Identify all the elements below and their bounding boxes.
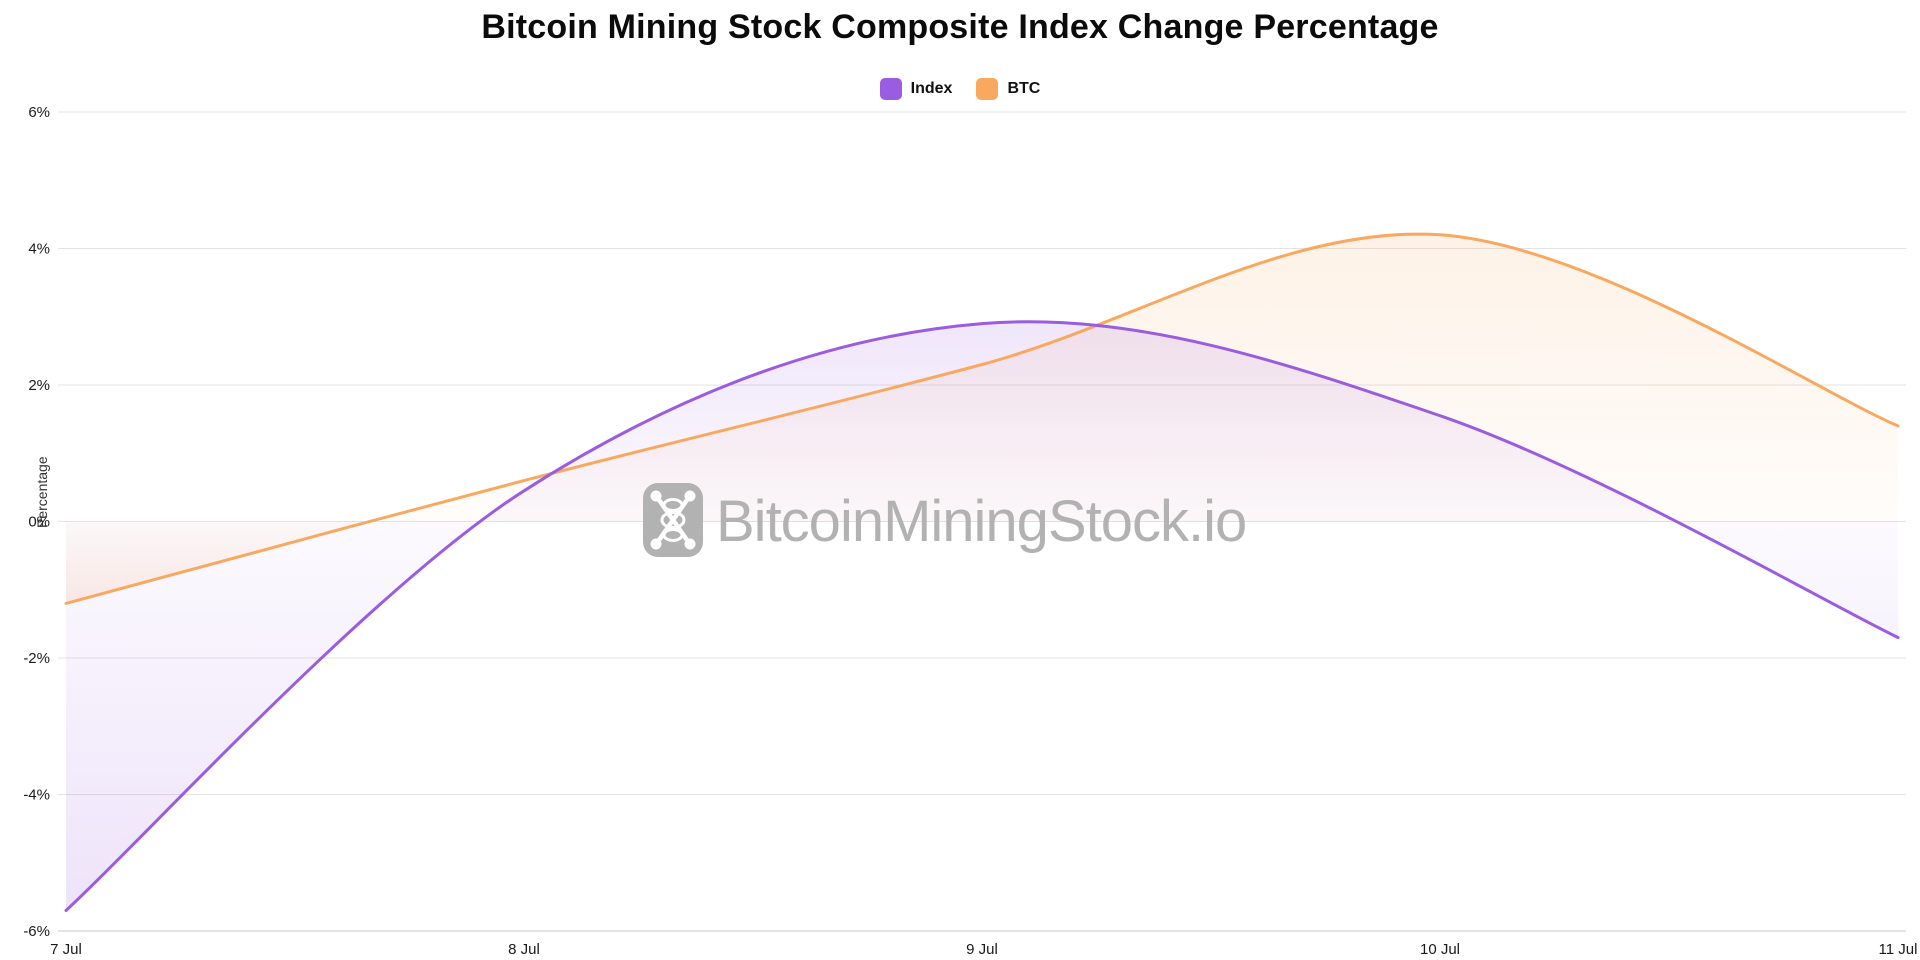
svg-text:9 Jul: 9 Jul (966, 941, 998, 958)
series-area-fills (66, 234, 1898, 911)
series-lines (64, 232, 1900, 912)
svg-text:8 Jul: 8 Jul (508, 941, 540, 958)
chart-legend: Index BTC (0, 78, 1920, 100)
legend-item-btc[interactable]: BTC (976, 78, 1040, 100)
btc-series-swatch-icon (976, 78, 999, 100)
svg-text:2%: 2% (28, 377, 50, 394)
legend-label-btc: BTC (1007, 80, 1041, 97)
watermark: BitcoinMiningStock.io (643, 483, 1247, 557)
svg-text:6%: 6% (28, 104, 50, 121)
svg-text:4%: 4% (28, 241, 50, 258)
legend-label-index: Index (910, 80, 953, 97)
index-line[interactable] (64, 320, 1900, 912)
svg-text:7 Jul: 7 Jul (50, 941, 82, 958)
svg-text:11 Jul: 11 Jul (1879, 941, 1918, 958)
bitcoinminingstock-logo-icon (643, 483, 703, 557)
index-series-swatch-icon (879, 78, 902, 100)
watermark-text: BitcoinMiningStock.io (716, 489, 1246, 554)
svg-text:-4%: -4% (23, 787, 50, 804)
svg-text:-6%: -6% (23, 923, 50, 940)
svg-text:0%: 0% (28, 514, 50, 531)
svg-text:-2%: -2% (23, 650, 50, 667)
axis-tick-labels: 6% 4% 2% 0% -2% -4% -6%7 Jul 8 Jul 9 Jul 10 Jul 11… (23, 104, 1917, 958)
chart-title: Bitcoin Mining Stock Composite Index Cha… (481, 8, 1439, 46)
index-area-fill (66, 321, 1898, 911)
btc-line[interactable] (64, 232, 1900, 605)
svg-text:10 Jul: 10 Jul (1420, 941, 1460, 958)
legend-item-index[interactable]: Index (879, 78, 953, 100)
